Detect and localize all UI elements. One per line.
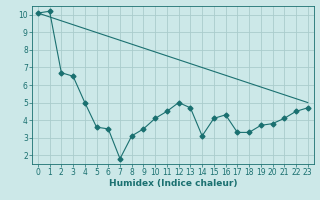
X-axis label: Humidex (Indice chaleur): Humidex (Indice chaleur)	[108, 179, 237, 188]
